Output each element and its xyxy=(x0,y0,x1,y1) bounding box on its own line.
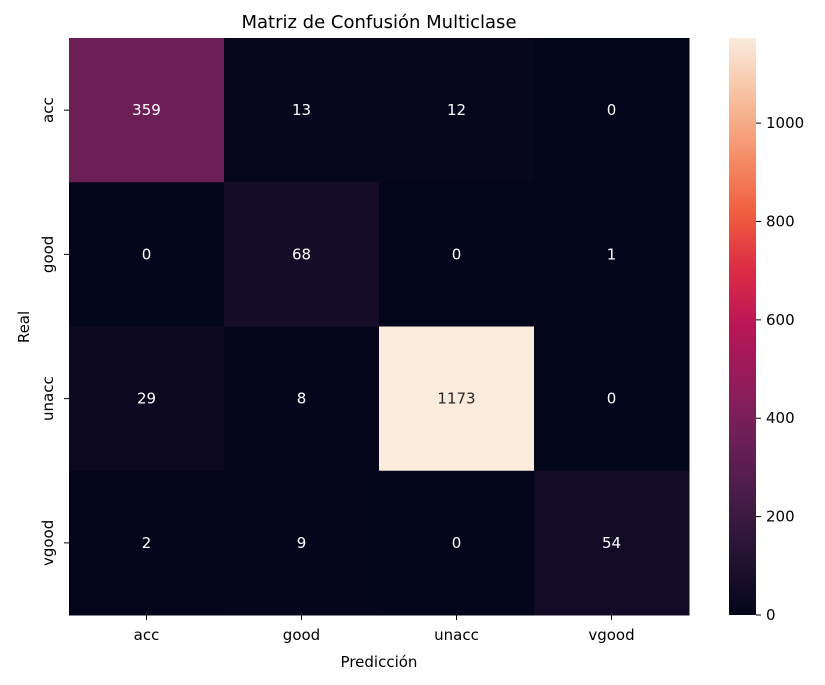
colorbar-tick-label: 400 xyxy=(766,409,795,427)
heatmap-cell xyxy=(534,38,690,183)
x-axis-label: Predicción xyxy=(341,653,418,671)
cell-value-label: 9 xyxy=(297,534,307,552)
heatmap-cell xyxy=(224,38,380,183)
cell-value-label: 54 xyxy=(602,534,621,552)
heatmap-cell xyxy=(534,182,690,327)
y-axis-label: Real xyxy=(15,311,33,343)
cell-value-label: 8 xyxy=(297,390,307,408)
heatmap-cell xyxy=(379,182,535,327)
heatmap-cell xyxy=(69,38,225,183)
cell-value-label: 1173 xyxy=(437,390,475,408)
heatmap-cell xyxy=(379,470,535,616)
cell-value-label: 12 xyxy=(447,101,466,119)
heatmap-cell xyxy=(379,38,535,183)
heatmap-cell xyxy=(534,470,690,616)
cell-value-label: 1 xyxy=(607,245,617,263)
colorbar-tick-label: 600 xyxy=(766,311,795,329)
colorbar-tick-label: 800 xyxy=(766,212,795,230)
cell-value-label: 29 xyxy=(137,390,156,408)
cell-value-label: 359 xyxy=(132,101,161,119)
heatmap-cell xyxy=(224,182,380,327)
heatmap-cell xyxy=(69,182,225,327)
heatmap-cell xyxy=(69,326,225,472)
heatmap-cell xyxy=(224,326,380,472)
cell-value-label: 68 xyxy=(292,245,311,263)
y-tick-label: unacc xyxy=(39,376,57,421)
x-tick-label: acc xyxy=(134,626,160,644)
x-tick-label: vgood xyxy=(588,626,634,644)
cell-value-label: 0 xyxy=(607,101,617,119)
heatmap-cell xyxy=(224,470,380,616)
y-tick-label: acc xyxy=(39,97,57,123)
colorbar-tick-label: 0 xyxy=(766,606,776,624)
x-tick-label: unacc xyxy=(434,626,479,644)
heatmap-cell xyxy=(379,326,535,472)
heatmap-cell xyxy=(69,470,225,616)
cell-value-label: 13 xyxy=(292,101,311,119)
cell-value-label: 0 xyxy=(452,534,462,552)
cell-value-label: 2 xyxy=(142,534,152,552)
cell-value-label: 0 xyxy=(607,390,617,408)
chart-title: Matriz de Confusión Multiclase xyxy=(241,12,516,33)
cell-value-label: 0 xyxy=(452,245,462,263)
colorbar-tick-label: 1000 xyxy=(766,114,804,132)
x-tick-label: good xyxy=(283,626,320,644)
heatmap-cell xyxy=(534,326,690,472)
y-tick-label: vgood xyxy=(39,520,57,566)
colorbar-tick-label: 200 xyxy=(766,508,795,526)
y-tick-label: good xyxy=(39,236,57,273)
cell-value-label: 0 xyxy=(142,245,152,263)
colorbar xyxy=(729,38,756,615)
